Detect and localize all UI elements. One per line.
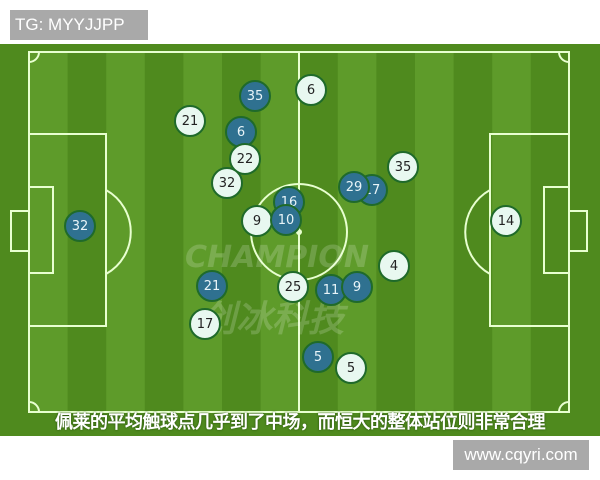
caption: 佩莱的平均触球点几乎到了中场，而恒大的整体站位则非常合理 (55, 412, 546, 433)
player-marker: 21 (196, 270, 228, 302)
player-marker: 10 (270, 204, 302, 236)
player-marker: 25 (277, 271, 309, 303)
player-marker: 14 (490, 205, 522, 237)
player-marker: 32 (211, 167, 243, 199)
player-marker: 5 (302, 341, 334, 373)
right-goal (568, 210, 588, 252)
player-marker: 21 (174, 105, 206, 137)
player-marker: 9 (241, 205, 273, 237)
player-marker: 35 (239, 80, 271, 112)
player-marker: 6 (225, 116, 257, 148)
site-label: www.cqyri.com (453, 440, 589, 470)
right-arc (464, 189, 491, 275)
player-marker: 4 (378, 250, 410, 282)
player-marker: 9 (341, 271, 373, 303)
left-goal (10, 210, 30, 252)
left-arc (105, 189, 132, 275)
tag-label: TG: MYYJJPP (10, 10, 148, 40)
player-marker: 16 (273, 186, 305, 218)
player-marker: 32 (64, 210, 96, 242)
player-marker: 17 (189, 308, 221, 340)
player-marker: 35 (387, 151, 419, 183)
player-marker: 6 (295, 74, 327, 106)
player-marker: 29 (338, 171, 370, 203)
watermark-cn: 创冰科技 (200, 299, 345, 340)
player-marker: 5 (335, 352, 367, 384)
watermark-brand: CHAMPION (185, 240, 369, 275)
